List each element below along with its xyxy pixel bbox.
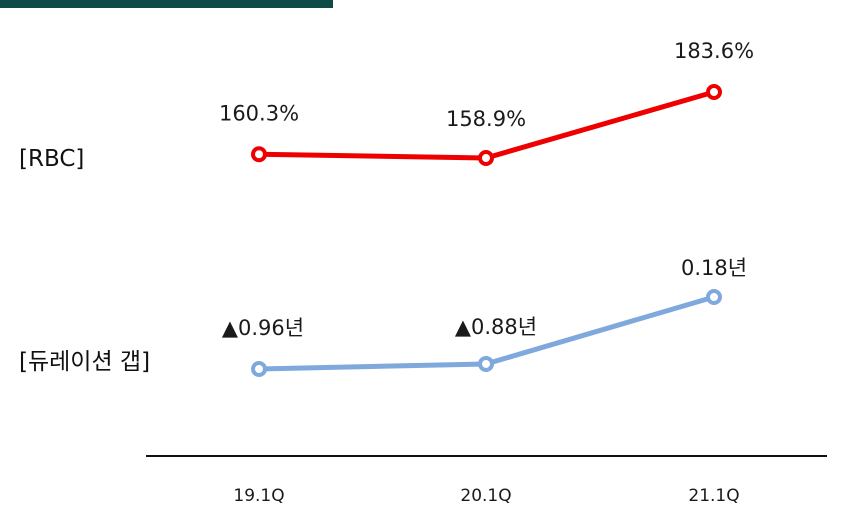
x-axis-tick-labels: 19.1Q 20.1Q 21.1Q bbox=[233, 486, 739, 506]
gap-data-point bbox=[478, 355, 494, 372]
gap-data-label: ▲0.96년 bbox=[222, 316, 304, 340]
x-tick-label: 19.1Q bbox=[233, 486, 284, 506]
rbc-data-point bbox=[251, 146, 267, 163]
rbc-data-point bbox=[478, 150, 494, 166]
rbc-series: 160.3% 158.9% 183.6% bbox=[219, 39, 754, 166]
rbc-data-label: 183.6% bbox=[674, 39, 754, 63]
x-tick-label: 20.1Q bbox=[460, 486, 511, 506]
rbc-data-label: 158.9% bbox=[446, 107, 526, 131]
gap-data-point bbox=[706, 289, 722, 305]
header-accent-bar bbox=[0, 0, 333, 8]
duration-gap-series: ▲0.96년 ▲0.88년 0.18년 bbox=[222, 256, 747, 377]
rbc-data-point bbox=[706, 84, 722, 100]
rbc-data-label: 160.3% bbox=[219, 101, 299, 125]
x-tick-label: 21.1Q bbox=[688, 486, 739, 506]
duration-gap-series-label: [듀레이션 갭] bbox=[19, 349, 151, 375]
gap-data-label: ▲0.88년 bbox=[455, 315, 537, 339]
gap-data-label: 0.18년 bbox=[681, 256, 747, 280]
gap-data-point bbox=[251, 361, 267, 377]
rbc-series-label: [RBC] bbox=[19, 146, 85, 172]
